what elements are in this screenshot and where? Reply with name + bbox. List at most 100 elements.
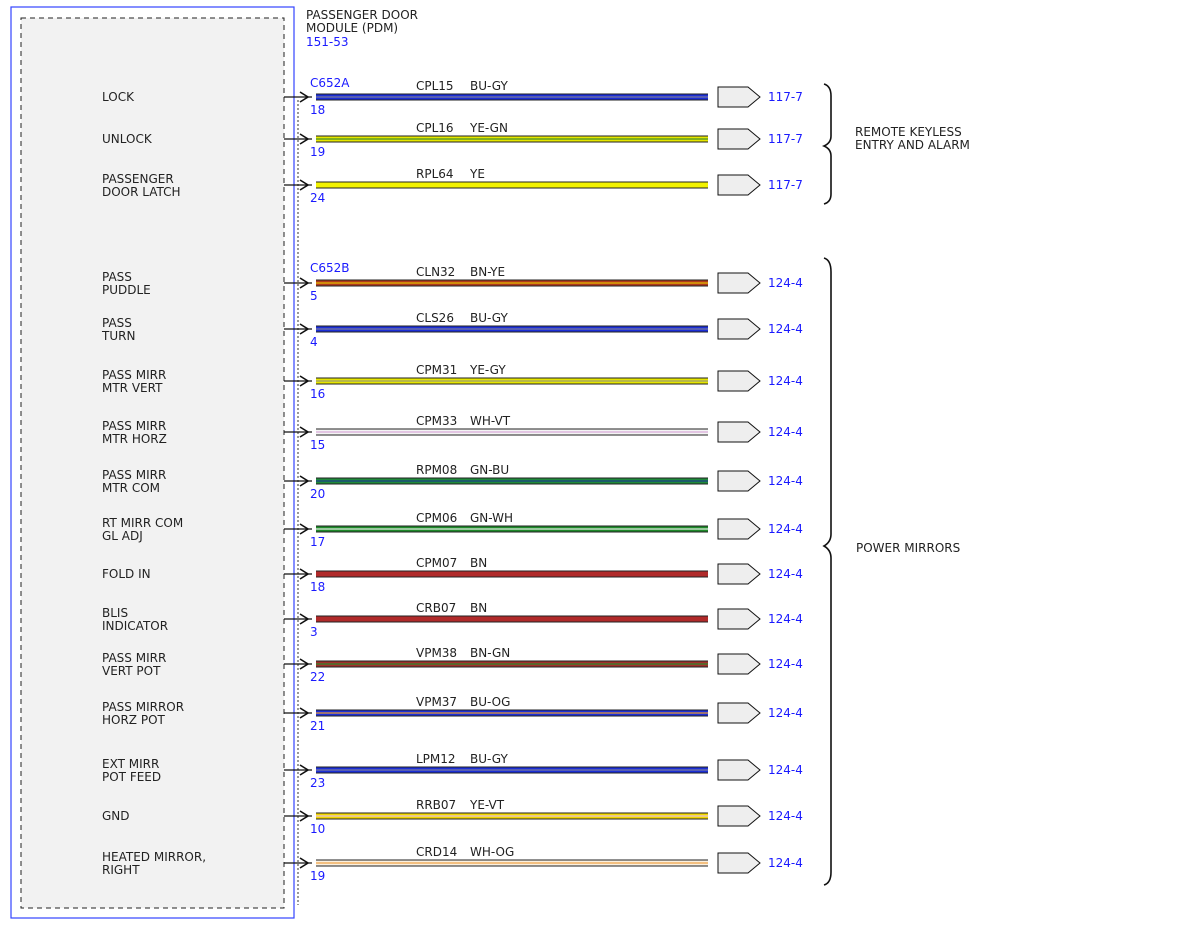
pin-label: HORZ POT bbox=[102, 713, 166, 727]
pin-label: MTR VERT bbox=[102, 381, 163, 395]
continuation-connector-icon bbox=[717, 421, 761, 443]
destination-ref-link[interactable]: 124-4 bbox=[768, 276, 803, 290]
circuit-row: FOLD IN bbox=[102, 563, 761, 585]
connector-label-c652b[interactable]: C652B bbox=[310, 261, 350, 275]
pin-arrow-icon bbox=[299, 568, 310, 580]
pin-label: PUDDLE bbox=[102, 283, 151, 297]
pin-number: 24 bbox=[310, 191, 325, 205]
module-ref[interactable]: 151-53 bbox=[306, 35, 349, 49]
pin-arrow-icon bbox=[299, 810, 310, 822]
destination-ref-link[interactable]: 124-4 bbox=[768, 322, 803, 336]
destination-ref-link[interactable]: 124-4 bbox=[768, 612, 803, 626]
circuit-rows: LOCK CPL15 BU-GY 18 117-7 UNLOCK CPL16 YE-GN 19 1… bbox=[101, 79, 803, 883]
pin-arrow-icon bbox=[299, 857, 310, 869]
continuation-connector-icon bbox=[717, 563, 761, 585]
destination-ref-link[interactable]: 124-4 bbox=[768, 706, 803, 720]
destination-ref-link[interactable]: 124-4 bbox=[768, 425, 803, 439]
continuation-connector-icon bbox=[717, 128, 761, 150]
continuation-connector-icon bbox=[717, 608, 761, 630]
pin-number: 10 bbox=[310, 822, 325, 836]
pin-label: GL ADJ bbox=[102, 529, 143, 543]
circuit-id: CPM31 bbox=[416, 363, 457, 377]
module-title-line1: PASSENGER DOOR bbox=[306, 8, 418, 22]
pin-label: EXT MIRR bbox=[102, 757, 159, 771]
circuit-row: HEATED MIRROR,RIGHT bbox=[102, 850, 761, 877]
wire-color-code: BN-GN bbox=[470, 646, 510, 660]
pin-label: FOLD IN bbox=[102, 567, 151, 581]
pin-number: 19 bbox=[310, 869, 325, 883]
pin-arrow-icon bbox=[299, 375, 310, 387]
wire-color-code: BU-OG bbox=[470, 695, 510, 709]
pin-label: PASS MIRROR bbox=[102, 700, 184, 714]
brace-remote-keyless bbox=[821, 83, 832, 205]
pin-number: 4 bbox=[310, 335, 318, 349]
circuit-id: CPM07 bbox=[416, 556, 457, 570]
circuit-id: CRD14 bbox=[416, 845, 457, 859]
module-title-line2: MODULE (PDM) bbox=[306, 21, 398, 35]
pin-label: BLIS bbox=[102, 606, 128, 620]
circuit-row: UNLOCK bbox=[102, 128, 761, 150]
wire-stripe bbox=[316, 663, 708, 665]
pin-label: INDICATOR bbox=[102, 619, 168, 633]
wire-color-code: WH-OG bbox=[470, 845, 514, 859]
destination-ref-link[interactable]: 124-4 bbox=[768, 374, 803, 388]
destination-ref-link[interactable]: 124-4 bbox=[768, 657, 803, 671]
destination-ref-link[interactable]: 124-4 bbox=[768, 763, 803, 777]
pin-label: HEATED MIRROR, bbox=[102, 850, 206, 864]
pin-label: MTR COM bbox=[102, 481, 160, 495]
pin-label: PASSENGER bbox=[102, 172, 174, 186]
destination-ref-link[interactable]: 124-4 bbox=[768, 474, 803, 488]
continuation-connector-icon bbox=[717, 86, 761, 108]
pin-arrow-icon bbox=[299, 658, 310, 670]
circuit-id: CPL15 bbox=[416, 79, 454, 93]
destination-ref-link[interactable]: 124-4 bbox=[768, 567, 803, 581]
destination-ref-link[interactable]: 117-7 bbox=[768, 90, 803, 104]
pin-label: LOCK bbox=[102, 90, 135, 104]
pin-number: 3 bbox=[310, 625, 318, 639]
pin-label: PASS MIRR bbox=[102, 419, 166, 433]
connector-label-c652a[interactable]: C652A bbox=[310, 76, 350, 90]
pin-number: 19 bbox=[310, 145, 325, 159]
wire-color-code: BN bbox=[470, 556, 487, 570]
pin-number: 15 bbox=[310, 438, 325, 452]
continuation-connector-icon bbox=[717, 805, 761, 827]
wire-stripe bbox=[316, 815, 708, 817]
continuation-connector-icon bbox=[717, 470, 761, 492]
pin-label: RT MIRR COM bbox=[102, 516, 183, 530]
group-label-power-mirrors: POWER MIRRORS bbox=[856, 541, 960, 555]
pin-label: PASS bbox=[102, 270, 132, 284]
wire-stripe bbox=[316, 769, 708, 771]
pin-label: RIGHT bbox=[102, 863, 140, 877]
continuation-connector-icon bbox=[717, 759, 761, 781]
pin-label: PASS bbox=[102, 316, 132, 330]
pin-arrow-icon bbox=[299, 91, 310, 103]
wire-stripe bbox=[316, 282, 708, 284]
circuit-row: GND bbox=[102, 805, 761, 827]
pin-number: 21 bbox=[310, 719, 325, 733]
destination-ref-link[interactable]: 117-7 bbox=[768, 178, 803, 192]
pin-arrow-icon bbox=[299, 426, 310, 438]
pin-number: 16 bbox=[310, 387, 325, 401]
destination-ref-link[interactable]: 124-4 bbox=[768, 522, 803, 536]
pin-number: 23 bbox=[310, 776, 325, 790]
pin-label: PASS MIRR bbox=[102, 468, 166, 482]
pin-arrow-icon bbox=[299, 764, 310, 776]
circuit-id: RRB07 bbox=[416, 798, 456, 812]
wire-stripe bbox=[316, 96, 708, 98]
module-inner-dashed bbox=[20, 17, 285, 909]
continuation-connector-icon bbox=[717, 702, 761, 724]
destination-ref-link[interactable]: 117-7 bbox=[768, 132, 803, 146]
wire-color-code: BU-GY bbox=[470, 311, 508, 325]
pin-label: POT FEED bbox=[102, 770, 161, 784]
circuit-id: VPM37 bbox=[416, 695, 457, 709]
circuit-id: CLS26 bbox=[416, 311, 454, 325]
destination-ref-link[interactable]: 124-4 bbox=[768, 856, 803, 870]
wire-color-code: GN-WH bbox=[470, 511, 513, 525]
wire-color-code: YE bbox=[469, 167, 485, 181]
destination-ref-link[interactable]: 124-4 bbox=[768, 809, 803, 823]
